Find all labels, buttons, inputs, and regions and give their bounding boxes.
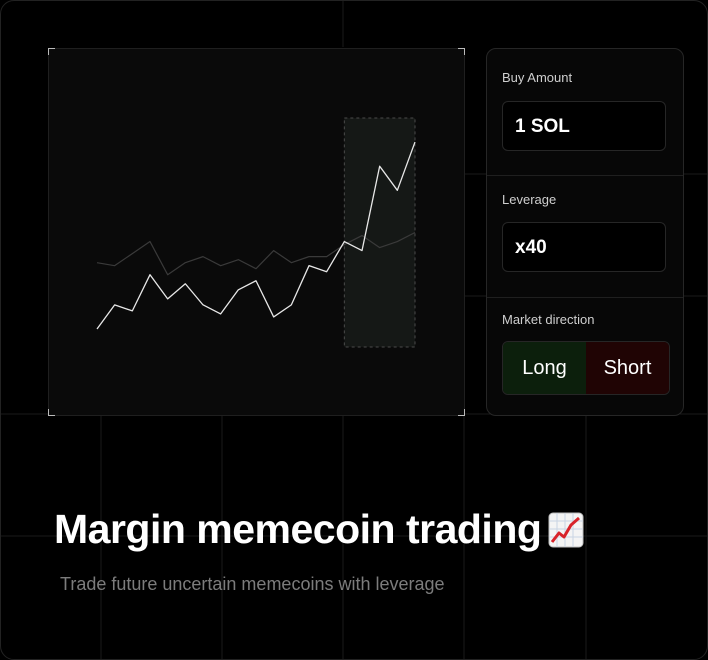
market-direction-label: Market direction [502,312,594,327]
leverage-label: Leverage [502,192,556,207]
price-chart-panel [48,48,465,416]
divider [487,297,683,298]
leverage-input[interactable]: x40 [502,222,666,272]
buy-amount-label: Buy Amount [502,70,572,85]
hero-title: Margin memecoin trading [54,506,585,553]
trade-form-panel: Buy Amount 1 SOL Leverage x40 Market dir… [486,48,684,416]
hero-subtitle: Trade future uncertain memecoins with le… [60,574,445,595]
short-button[interactable]: Short [586,342,669,394]
highlight-range [344,118,415,347]
long-button[interactable]: Long [503,342,586,394]
hero-title-text: Margin memecoin trading [54,506,541,552]
divider [487,175,683,176]
price-chart [49,49,464,415]
buy-amount-input[interactable]: 1 SOL [502,101,666,151]
chart-increasing-icon [547,511,585,549]
market-direction-toggle: Long Short [502,341,670,395]
